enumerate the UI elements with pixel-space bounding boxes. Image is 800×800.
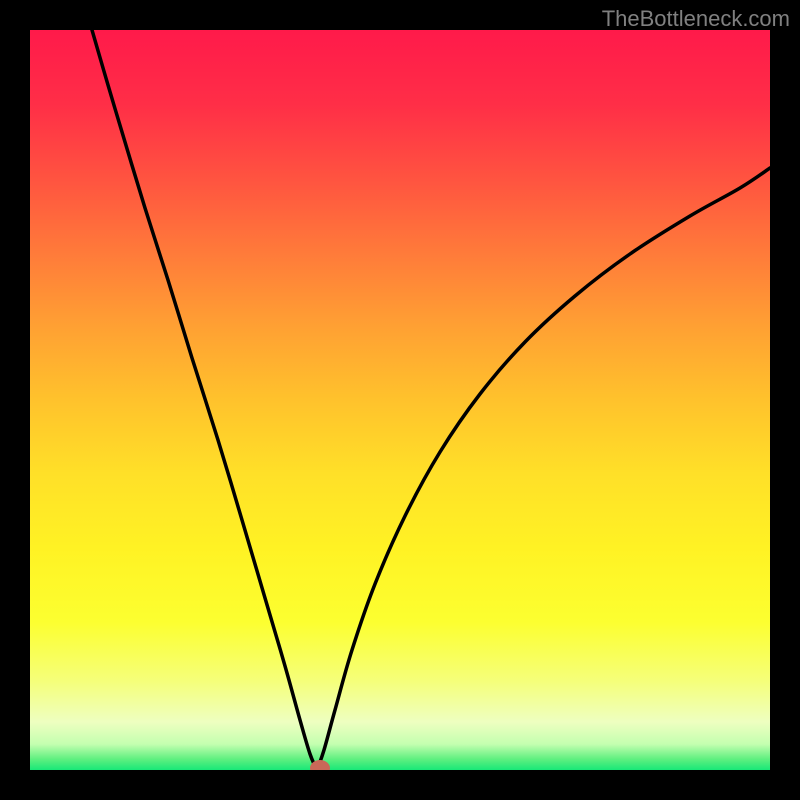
watermark-text: TheBottleneck.com [602,6,790,32]
chart-container: TheBottleneck.com [0,0,800,800]
bottleneck-chart [0,0,800,800]
gradient-background [30,30,770,770]
